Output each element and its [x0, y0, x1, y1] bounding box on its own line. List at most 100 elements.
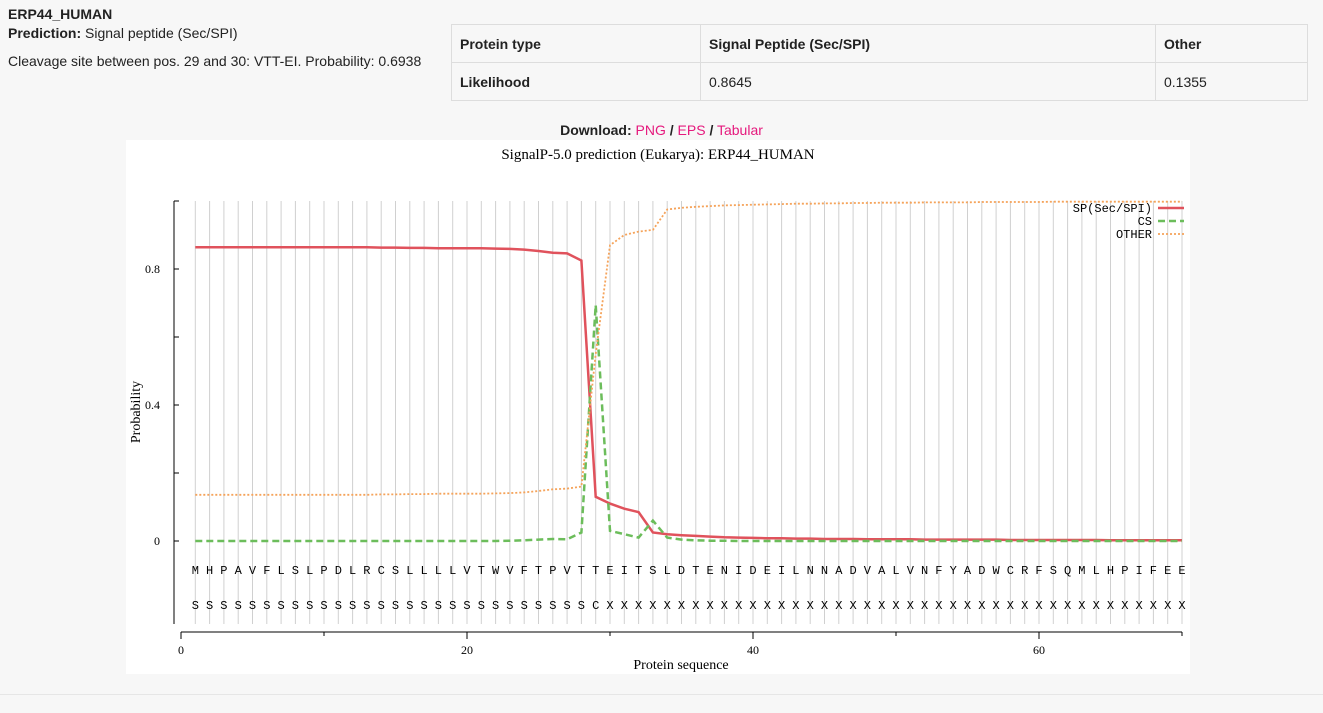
annotation-residue: X — [921, 599, 928, 613]
sequence-residue: N — [921, 564, 928, 578]
sequence-residue: I — [621, 564, 628, 578]
annotation-residue: S — [435, 599, 442, 613]
annotation-residue: X — [935, 599, 942, 613]
sequence-residue: E — [764, 564, 771, 578]
annotation-residue: X — [1093, 599, 1100, 613]
download-png-link[interactable]: PNG — [635, 122, 666, 138]
annotation-residue: X — [1178, 599, 1185, 613]
sequence-residue: F — [935, 564, 942, 578]
annotation-residue: X — [950, 599, 957, 613]
annotation-residue: X — [606, 599, 613, 613]
sequence-residue: H — [206, 564, 213, 578]
sequence-residue: F — [521, 564, 528, 578]
annotation-residue: X — [649, 599, 656, 613]
download-eps-link[interactable]: EPS — [677, 122, 706, 138]
annotation-residue: X — [892, 599, 899, 613]
table-header-row: Protein type Signal Peptide (Sec/SPI) Ot… — [451, 24, 1308, 63]
annotation-residue: X — [1050, 599, 1057, 613]
legend-label: SP(Sec/SPI) — [1073, 202, 1152, 216]
prediction-summary: ERP44_HUMAN Prediction: Signal peptide (… — [8, 6, 421, 69]
annotation-residue: S — [320, 599, 327, 613]
signalp-plot: SignalP-5.0 prediction (Eukarya): ERP44_… — [126, 140, 1190, 674]
footer-divider — [0, 694, 1323, 695]
sequence-residue: M — [192, 564, 199, 578]
sequence-residue: F — [1150, 564, 1157, 578]
sequence-residue: C — [378, 564, 385, 578]
sequence-residue: L — [1093, 564, 1100, 578]
sequence-residue: V — [864, 564, 872, 578]
sequence-residue: A — [235, 564, 243, 578]
download-label: Download: — [560, 122, 632, 138]
annotation-residue: X — [778, 599, 785, 613]
sequence-residue: W — [492, 564, 500, 578]
annotation-residue: X — [821, 599, 828, 613]
sequence-residue: E — [606, 564, 613, 578]
annotation-residue: X — [1035, 599, 1042, 613]
sequence-residue: P — [549, 564, 556, 578]
annotation-residue: X — [1007, 599, 1014, 613]
sequence-residue: V — [563, 564, 571, 578]
sequence-residue: E — [1178, 564, 1185, 578]
sequence-residue: D — [978, 564, 985, 578]
annotation-residue: S — [277, 599, 284, 613]
sequence-residue: L — [306, 564, 313, 578]
annotation-residue: S — [563, 599, 570, 613]
sequence-residue: A — [964, 564, 972, 578]
annotation-residue: X — [849, 599, 856, 613]
sequence-residue: C — [1007, 564, 1014, 578]
sequence-residue: P — [1121, 564, 1128, 578]
y-tick-label: 0.4 — [145, 398, 160, 412]
header-protein-type: Protein type — [451, 24, 701, 63]
entry-name: ERP44_HUMAN — [8, 6, 113, 22]
annotation-residue: S — [192, 599, 199, 613]
sequence-residue: L — [792, 564, 799, 578]
sequence-residue: N — [721, 564, 728, 578]
annotation-residue: S — [578, 599, 585, 613]
sequence-residue: T — [478, 564, 485, 578]
annotation-residue: X — [878, 599, 885, 613]
x-tick-label: 0 — [178, 643, 184, 657]
annotation-residue: S — [235, 599, 242, 613]
sequence-residue: W — [992, 564, 1000, 578]
annotation-residue: X — [992, 599, 999, 613]
series-line-cs — [195, 305, 1182, 543]
sequence-residue: E — [706, 564, 713, 578]
sequence-residue: T — [535, 564, 542, 578]
sequence-residue: I — [735, 564, 742, 578]
prediction-label: Prediction: — [8, 25, 82, 41]
y-tick-label: 0.8 — [145, 262, 160, 276]
sequence-residue: S — [292, 564, 299, 578]
prediction-line: Prediction: Signal peptide (Sec/SPI) — [8, 25, 421, 41]
annotation-residue: X — [706, 599, 713, 613]
annotation-residue: S — [206, 599, 213, 613]
annotation-residue: X — [621, 599, 628, 613]
sequence-residue: L — [277, 564, 284, 578]
sequence-residue: V — [506, 564, 514, 578]
sequence-residue: S — [392, 564, 399, 578]
annotation-residue: S — [420, 599, 427, 613]
sequence-residue: A — [878, 564, 886, 578]
annotation-residue: S — [492, 599, 499, 613]
sequence-residue: T — [692, 564, 699, 578]
annotation-residue: S — [378, 599, 385, 613]
sequence-residue: R — [1021, 564, 1028, 578]
sequence-residue: D — [335, 564, 342, 578]
download-tabular-link[interactable]: Tabular — [716, 122, 763, 138]
annotation-residue: X — [1107, 599, 1114, 613]
likelihood-signal-peptide: 0.8645 — [700, 62, 1156, 101]
sequence-residue: L — [435, 564, 442, 578]
sequence-residue: M — [1078, 564, 1085, 578]
annotation-residue: S — [292, 599, 299, 613]
sequence-residue: L — [892, 564, 899, 578]
sequence-residue: D — [849, 564, 856, 578]
sequence-residue: F — [263, 564, 270, 578]
annotation-residue: S — [478, 599, 485, 613]
likelihood-other: 0.1355 — [1155, 62, 1308, 101]
chart-title: SignalP-5.0 prediction (Eukarya): ERP44_… — [501, 147, 814, 163]
prediction-value: Signal peptide (Sec/SPI) — [85, 25, 238, 41]
annotation-residue: C — [592, 599, 599, 613]
sequence-residue: S — [1050, 564, 1057, 578]
cleavage-site-text: Cleavage site between pos. 29 and 30: VT… — [8, 53, 422, 69]
sequence-residue: T — [635, 564, 642, 578]
sequence-residue: F — [1035, 564, 1042, 578]
